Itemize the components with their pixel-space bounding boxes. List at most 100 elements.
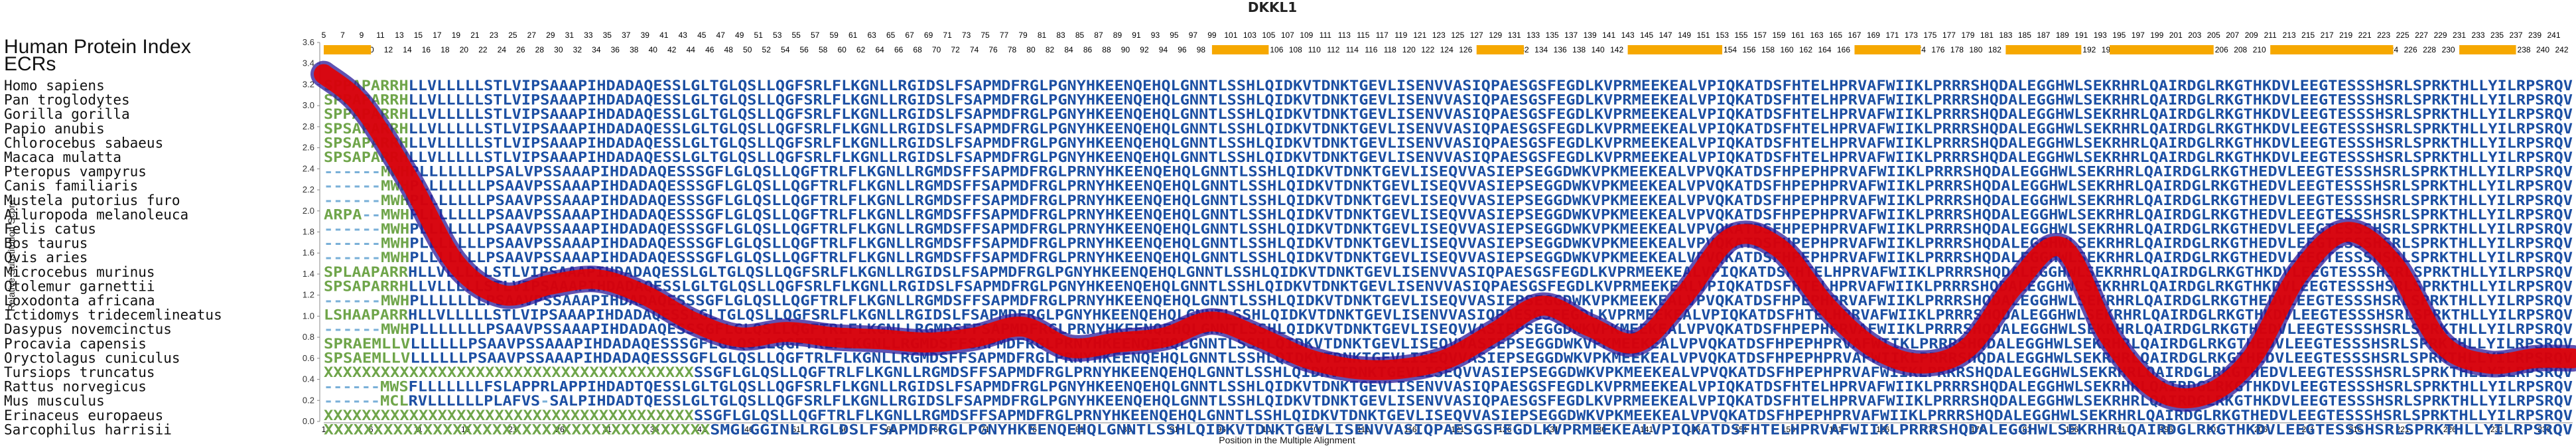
y-tick-label: 1.0 [303, 311, 314, 321]
protein-index-number: 92 [1140, 45, 1149, 54]
ecr-bar [1627, 45, 1723, 54]
species-name: Canis familiaris [4, 178, 138, 194]
x-tick-label: 26 [555, 425, 565, 434]
y-tick-label: 2.8 [303, 121, 314, 131]
protein-index-number: 34 [592, 45, 601, 54]
protein-index-number: 41 [659, 31, 669, 40]
protein-index-number: 139 [1584, 31, 1597, 40]
x-tick-label: 96 [1217, 425, 1226, 434]
protein-index-number: 145 [1640, 31, 1653, 40]
protein-index-number: 155 [1735, 31, 1748, 40]
protein-index-number: 124 [1440, 45, 1454, 54]
protein-index-number: 72 [951, 45, 960, 54]
protein-index-number: 154 [1724, 45, 1737, 54]
protein-index-number: 48 [724, 45, 734, 54]
x-tick-label: 181 [2018, 425, 2031, 434]
y-tick-label: 0.2 [303, 395, 314, 405]
protein-index-number: 50 [743, 45, 752, 54]
species-name: Erinaceus europaeus [4, 408, 163, 423]
species-name: Ictidomys tridecemlineatus [4, 307, 222, 323]
sequence-row: ------MWHPLLLLLLLPSAAVPSSAAAPIHDADAQESSS… [324, 250, 2573, 265]
protein-index-number: 193 [2094, 31, 2107, 40]
protein-index-number: 160 [1781, 45, 1794, 54]
protein-index-number: 182 [1988, 45, 2001, 54]
ecr-bar [2270, 45, 2394, 54]
protein-index-number: 137 [1564, 31, 1578, 40]
sequence-row: SPSAPARRHLLVLLLLLSTLVIPSAAAPIHDADAQESSLG… [324, 278, 2573, 294]
x-tick-label: 126 [1498, 425, 1511, 434]
protein-index-number: 159 [1773, 31, 1786, 40]
protein-index-number: 7 [340, 31, 345, 40]
y-tick-label: 0.4 [303, 374, 314, 384]
protein-index-number: 27 [527, 31, 537, 40]
sequence-row: SPPAPARRHLLVLLLLLSTLVIPSAAAPIHDADAQESSLG… [324, 78, 2573, 94]
protein-index-number: 191 [2074, 31, 2088, 40]
protein-index-number: 93 [1151, 31, 1160, 40]
protein-index-number: 127 [1470, 31, 1483, 40]
sequence-row: ------MWHPLLLLLLLPSAAVPSSAAAPIHDADAQESSS… [324, 178, 2573, 194]
protein-index-number: 38 [630, 45, 639, 54]
ecr-bar [2110, 45, 2214, 54]
protein-index-number: 99 [1207, 31, 1217, 40]
x-tick-label: 121 [1451, 425, 1464, 434]
protein-index-number: 217 [2321, 31, 2334, 40]
protein-index-number: 24 [498, 45, 507, 54]
protein-index-number: 231 [2453, 31, 2466, 40]
protein-index-number: 111 [1320, 31, 1332, 40]
protein-index-number: 49 [735, 31, 744, 40]
protein-index-number: 74 [970, 45, 979, 54]
protein-index-number: 177 [1942, 31, 1956, 40]
protein-index-number: 165 [1829, 31, 1842, 40]
protein-index-number: 179 [1961, 31, 1974, 40]
protein-index-number: 211 [2264, 31, 2277, 40]
x-tick-label: 156 [1782, 425, 1795, 434]
protein-index-number: 169 [1867, 31, 1880, 40]
protein-index-number: 20 [460, 45, 469, 54]
protein-index-number: 205 [2207, 31, 2220, 40]
ecr-bar [1211, 45, 1269, 54]
protein-index-number: 79 [1018, 31, 1028, 40]
protein-index-number: 192 [2082, 45, 2096, 54]
x-tick-label: 216 [2348, 425, 2362, 434]
species-name: Ovis aries [4, 250, 88, 265]
protein-index-number: 15 [414, 31, 423, 40]
protein-index-number: 71 [943, 31, 952, 40]
sequence-row: SPSAPARRHLLVLLLLLSTLVIPSAAAPIHDADAQESSLG… [324, 135, 2573, 151]
protein-index-number: 210 [2253, 45, 2266, 54]
protein-index-number: 195 [2112, 31, 2126, 40]
x-tick-label: 136 [1593, 425, 1606, 434]
protein-index-number: 201 [2169, 31, 2183, 40]
protein-index-number: 28 [535, 45, 545, 54]
sequence-row: XXXXXXXXXXXXXXXXXXXXXXXXXXXXXXXXXXXXXXXS… [324, 408, 2573, 423]
protein-index-number: 53 [773, 31, 782, 40]
protein-index-number: 115 [1357, 31, 1369, 40]
protein-index-number: 17 [433, 31, 442, 40]
x-tick-label: 76 [1028, 425, 1038, 434]
protein-index-number: 213 [2283, 31, 2296, 40]
protein-index-number: 226 [2404, 45, 2417, 54]
protein-index-number: 23 [490, 31, 499, 40]
x-tick-label: 66 [933, 425, 943, 434]
protein-index-number: 44 [687, 45, 696, 54]
y-tick-label: 2.6 [303, 143, 314, 153]
species-name: Gorilla gorilla [4, 106, 130, 122]
protein-index-number: 164 [1818, 45, 1831, 54]
y-tick-label: 3.0 [303, 100, 314, 110]
protein-index-number: 77 [1000, 31, 1009, 40]
x-tick-label: 51 [792, 425, 801, 434]
protein-index-number: 175 [1923, 31, 1936, 40]
x-tick-label: 16 [461, 425, 470, 434]
species-name: Pteropus vampyrus [4, 164, 147, 180]
protein-index-number: 56 [800, 45, 809, 54]
sequence-row: ------MWHPLLLLLLLPSALVPSSAAAPIHDADAQESSS… [324, 164, 2573, 180]
x-tick-label: 211 [2302, 425, 2315, 434]
protein-index-number: 110 [1308, 45, 1321, 54]
protein-index-number: 113 [1338, 31, 1351, 40]
sequence-row: LSHAAPARRHLLVLLLLLSTLVIPSAAAPIHDADAQESSL… [324, 307, 2573, 323]
x-tick-label: 161 [1829, 425, 1842, 434]
protein-index-number: 70 [932, 45, 941, 54]
y-tick-label: 1.4 [303, 269, 314, 279]
protein-index-number: 151 [1697, 31, 1710, 40]
protein-index-number: 185 [2018, 31, 2031, 40]
